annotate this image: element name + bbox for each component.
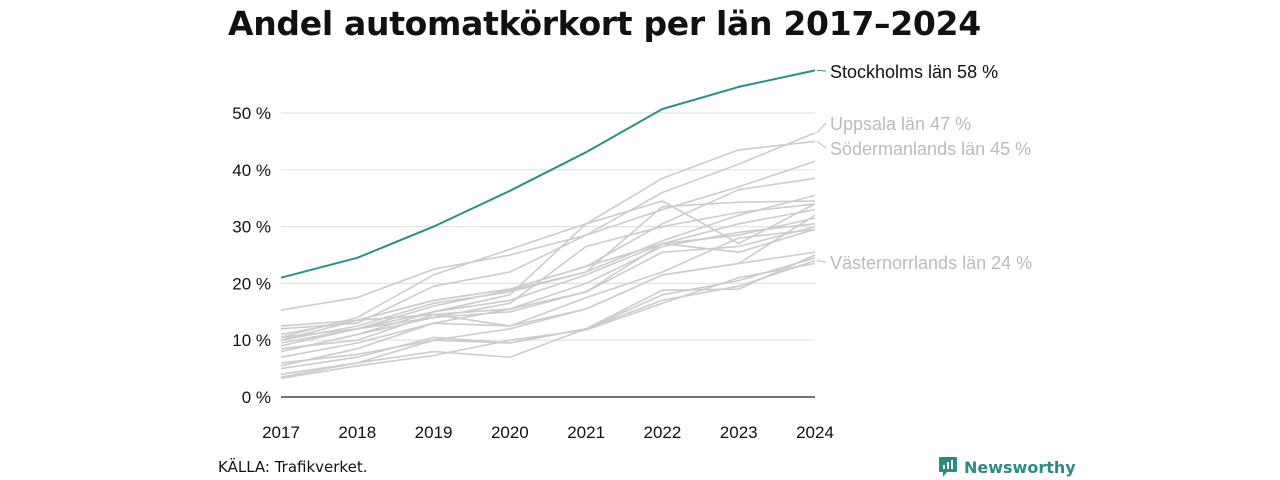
series-line-16 bbox=[280, 254, 816, 378]
series-line-14 bbox=[280, 228, 816, 367]
x-tick-label: 2020 bbox=[491, 423, 529, 442]
series-label: Uppsala län 47 % bbox=[830, 114, 971, 134]
series-line-12 bbox=[280, 225, 816, 353]
label-connector bbox=[816, 69, 827, 72]
series-line-2 bbox=[280, 140, 816, 339]
y-tick-label: 40 % bbox=[232, 161, 271, 180]
series-line-7 bbox=[280, 200, 816, 347]
x-tick-label: 2017 bbox=[262, 423, 300, 442]
series-line-6 bbox=[280, 194, 816, 341]
series-labels: Stockholms län 58 % Uppsala län 47 % Söder… bbox=[816, 62, 1032, 273]
series-line-10 bbox=[280, 217, 816, 341]
grid-lines bbox=[281, 112, 815, 341]
series-label: Södermanlands län 45 % bbox=[830, 139, 1031, 159]
axes: 0 % 10 % 20 % 30 % 40 % 50 % 2017 2018 2019 2020 2… bbox=[232, 104, 834, 442]
series-line-13 bbox=[280, 228, 816, 358]
series-line-11 bbox=[280, 223, 816, 350]
series-line-4 bbox=[280, 160, 816, 311]
y-tick-label: 50 % bbox=[232, 104, 271, 123]
series-line-stockholm bbox=[280, 69, 816, 279]
series-line-9 bbox=[280, 208, 816, 344]
series-line-1 bbox=[280, 132, 816, 330]
series-label: Stockholms län 58 % bbox=[830, 62, 998, 82]
label-connector bbox=[816, 260, 827, 263]
brand-name: Newsworthy bbox=[964, 457, 1076, 477]
x-tick-label: 2023 bbox=[720, 423, 758, 442]
series-line-18 bbox=[280, 262, 816, 380]
y-tick-label: 30 % bbox=[232, 218, 271, 237]
series-label: Västernorrlands län 24 % bbox=[830, 253, 1032, 273]
label-connector bbox=[816, 140, 827, 149]
y-tick-label: 0 % bbox=[242, 388, 271, 407]
series-line-20 bbox=[280, 203, 816, 339]
x-tick-label: 2021 bbox=[567, 423, 605, 442]
y-tick-label: 10 % bbox=[232, 331, 271, 350]
series-line-15 bbox=[280, 251, 816, 364]
brand-logo[interactable]: Newsworthy bbox=[938, 456, 1076, 478]
chart-title: Andel automatkörkort per län 2017–2024 bbox=[228, 4, 981, 43]
x-tick-label: 2022 bbox=[644, 423, 682, 442]
series-line-19 bbox=[280, 214, 816, 327]
x-tick-label: 2024 bbox=[796, 423, 834, 442]
muted-series-group bbox=[280, 132, 816, 380]
source-note: KÄLLA: Trafikverket. bbox=[218, 458, 368, 476]
newsworthy-logo-icon bbox=[939, 457, 957, 477]
label-connector bbox=[816, 122, 827, 134]
y-tick-label: 20 % bbox=[232, 274, 271, 293]
x-tick-label: 2018 bbox=[338, 423, 376, 442]
highlight-series-group bbox=[280, 69, 816, 279]
x-tick-label: 2019 bbox=[415, 423, 453, 442]
